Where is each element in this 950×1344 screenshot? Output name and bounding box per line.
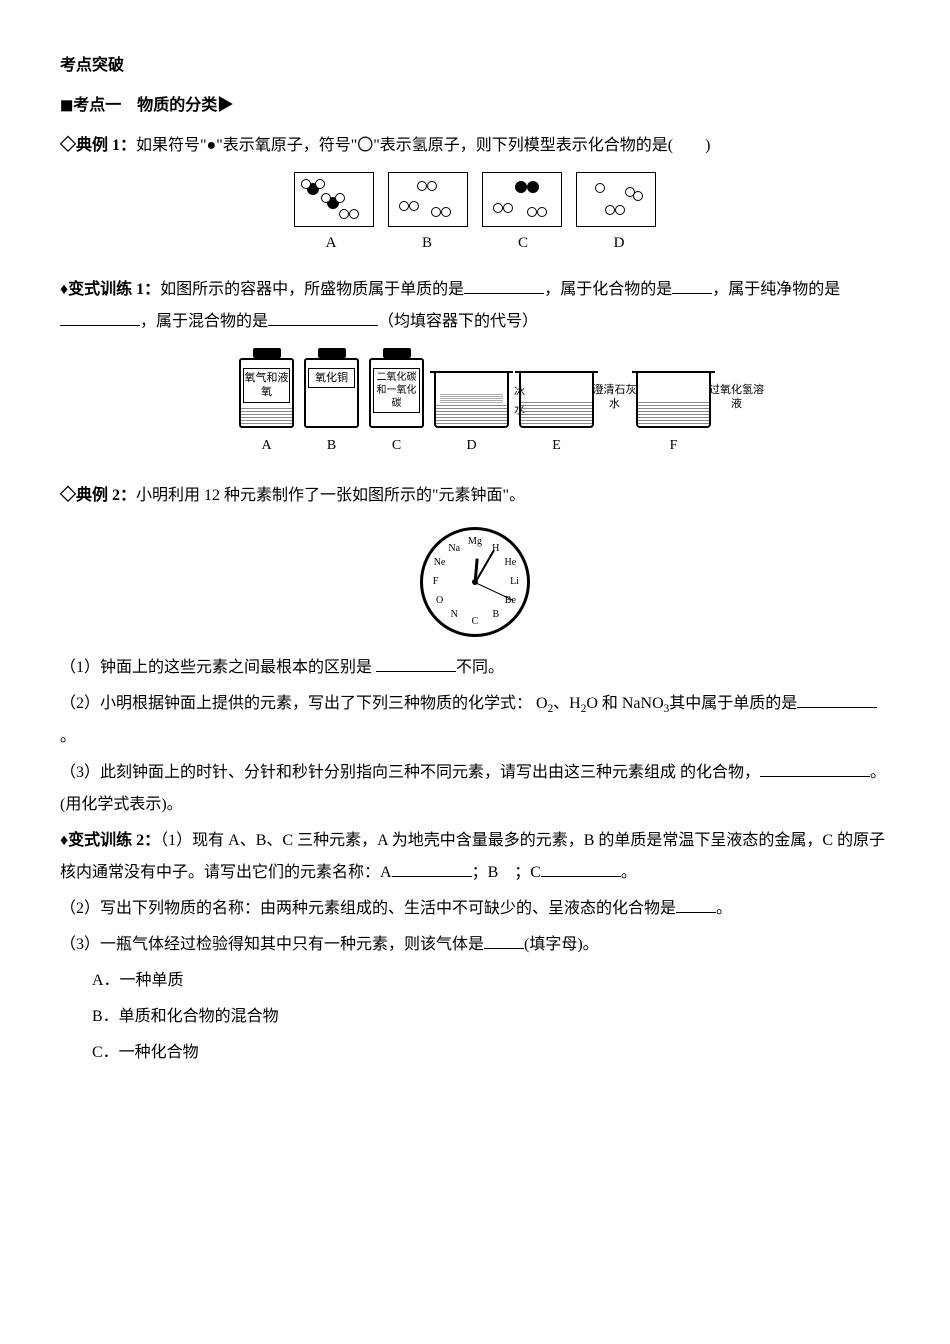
variant2-q1-mid: ；B ；C [472, 864, 541, 881]
ex2-q3-pre: （3）此刻钟面上的时针、分针和秒针分别指向三种不同元素，请写出由这三种元素组成 … [60, 764, 760, 781]
blank-3[interactable] [60, 310, 140, 326]
container-e-label: 澄清石灰水 [592, 383, 637, 412]
container-a-code: A [239, 432, 294, 460]
container-f-label: 过氧化氢溶液 [709, 383, 764, 412]
clock-8: O [436, 591, 443, 611]
example2-text: 小明利用 12 种元素制作了一张如图所示的"元素钟面"。 [136, 487, 525, 504]
variant1-t3: ，属于纯净物的是 [712, 281, 840, 298]
variant2-option-a: A．一种单质 [60, 965, 890, 997]
clock-3: Li [510, 572, 519, 592]
container-d: 冰 水 D [434, 348, 509, 460]
model-c [482, 172, 562, 227]
clock-12: Mg [468, 532, 482, 552]
variant2-q2-post: 。 [716, 900, 732, 917]
blank-1[interactable] [464, 278, 544, 294]
container-c-code: C [369, 432, 424, 460]
variant1-t2: ，属于化合物的是 [544, 281, 672, 298]
ex2-q2-m2: O 和 NaNO [586, 695, 663, 712]
kaodian1-title: ◼考点一 物质的分类▶ [60, 90, 890, 122]
blank-2[interactable] [672, 278, 712, 294]
variant1-label: ♦变式训练 1： [60, 281, 160, 298]
model-b [388, 172, 468, 227]
clock-4: Be [505, 591, 516, 611]
container-c-label: 二氧化碳和一氧化碳 [373, 368, 420, 413]
ex2-q2: （2）小明根据钟面上提供的元素，写出了下列三种物质的化学式： O2、H2O 和 … [60, 688, 890, 753]
ex2-q2-m3: 其中属于单质的是 [669, 695, 797, 712]
container-c: 二氧化碳和一氧化碳 C [369, 348, 424, 460]
ex2-q1: （1）钟面上的这些元素之间最根本的区别是 不同。 [60, 652, 890, 684]
clock-11: Na [448, 539, 460, 559]
model-a [294, 172, 374, 227]
model-c-label: C [477, 228, 569, 258]
containers-diagram: 氧气和液氧 A 氧化铜 B 二氧化碳和一氧化碳 C 冰 水 [60, 348, 890, 460]
ex2-q2-m1: 、H [553, 695, 581, 712]
container-b: 氧化铜 B [304, 348, 359, 460]
container-f-code: F [636, 432, 711, 460]
clock-6: C [472, 612, 479, 632]
container-e-code: E [519, 432, 594, 460]
variant1-t4: ，属于混合物的是 [140, 313, 268, 330]
section-title: 考点突破 [60, 50, 890, 82]
variant2-q2-text: （2）写出下列物质的名称：由两种元素组成的、生活中不可缺少的、呈液态的化合物是 [60, 900, 676, 917]
example1-line: ◇典例 1：如果符号"●"表示氧原子，符号"〇"表示氢原子，则下列模型表示化合物… [60, 130, 890, 162]
model-d [576, 172, 656, 227]
container-b-code: B [304, 432, 359, 460]
example2-line: ◇典例 2：小明利用 12 种元素制作了一张如图所示的"元素钟面"。 [60, 480, 890, 512]
model-b-label: B [381, 228, 473, 258]
variant2-label: ♦变式训练 2： [60, 832, 160, 849]
clock-7: N [451, 605, 458, 625]
container-d-code: D [434, 432, 509, 460]
clock-9: F [433, 572, 439, 592]
blank-6[interactable] [797, 692, 877, 708]
clock-5: B [492, 605, 499, 625]
container-f: 过氧化氢溶液 F [636, 348, 711, 460]
ex2-q2-pre: （2）小明根据钟面上提供的元素，写出了下列三种物质的化学式： O [60, 695, 548, 712]
example1-label: ◇典例 1： [60, 137, 136, 154]
variant2-q3-pre: （3）一瓶气体经过检验得知其中只有一种元素，则该气体是 [60, 936, 484, 953]
ex2-q3: （3）此刻钟面上的时针、分针和秒针分别指向三种不同元素，请写出由这三种元素组成 … [60, 757, 890, 821]
blank-5[interactable] [376, 656, 456, 672]
models-diagram: A B C D [60, 172, 890, 259]
example2-label: ◇典例 2： [60, 487, 136, 504]
container-a: 氧气和液氧 A [239, 348, 294, 460]
blank-10[interactable] [676, 897, 716, 913]
clock-10: Ne [434, 553, 446, 573]
ex2-q2-post: 。 [60, 728, 76, 745]
example1-text: 如果符号"●"表示氧原子，符号"〇"表示氢原子，则下列模型表示化合物的是( ) [136, 137, 710, 154]
variant2-q3: （3）一瓶气体经过检验得知其中只有一种元素，则该气体是 (填字母)。 [60, 929, 890, 961]
ex2-q1-post: 不同。 [456, 659, 504, 676]
blank-9[interactable] [541, 861, 621, 877]
blank-8[interactable] [392, 861, 472, 877]
model-d-label: D [573, 228, 665, 258]
model-a-label: A [285, 228, 377, 258]
container-e: 澄清石灰水 E [519, 348, 594, 460]
blank-7[interactable] [760, 761, 870, 777]
variant1-t5: （均填容器下的代号） [378, 313, 538, 330]
variant2-q3-post: (填字母)。 [524, 936, 599, 953]
clock-2: He [505, 553, 517, 573]
container-a-label: 氧气和液氧 [243, 368, 290, 403]
variant2-option-b: B．单质和化合物的混合物 [60, 1001, 890, 1033]
variant2-q1: ♦变式训练 2：（1）现有 A、B、C 三种元素，A 为地壳中含量最多的元素，B… [60, 825, 890, 889]
clock-center [472, 579, 478, 585]
ex2-q1-pre: （1）钟面上的这些元素之间最根本的区别是 [60, 659, 376, 676]
variant1-t1: 如图所示的容器中，所盛物质属于单质的是 [160, 281, 464, 298]
variant2-option-c: C．一种化合物 [60, 1037, 890, 1069]
blank-4[interactable] [268, 310, 378, 326]
variant2-q2: （2）写出下列物质的名称：由两种元素组成的、生活中不可缺少的、呈液态的化合物是 。 [60, 893, 890, 925]
blank-11[interactable] [484, 933, 524, 949]
variant2-q1-post: 。 [621, 864, 637, 881]
element-clock: Mg H He Li Be B C N O F Ne Na [420, 527, 530, 637]
container-b-label: 氧化铜 [308, 368, 355, 388]
variant1-line: ♦变式训练 1：如图所示的容器中，所盛物质属于单质的是 ，属于化合物的是 ，属于纯净… [60, 274, 890, 338]
